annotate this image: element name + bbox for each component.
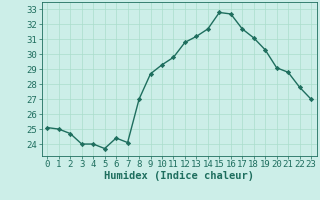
X-axis label: Humidex (Indice chaleur): Humidex (Indice chaleur) — [104, 171, 254, 181]
